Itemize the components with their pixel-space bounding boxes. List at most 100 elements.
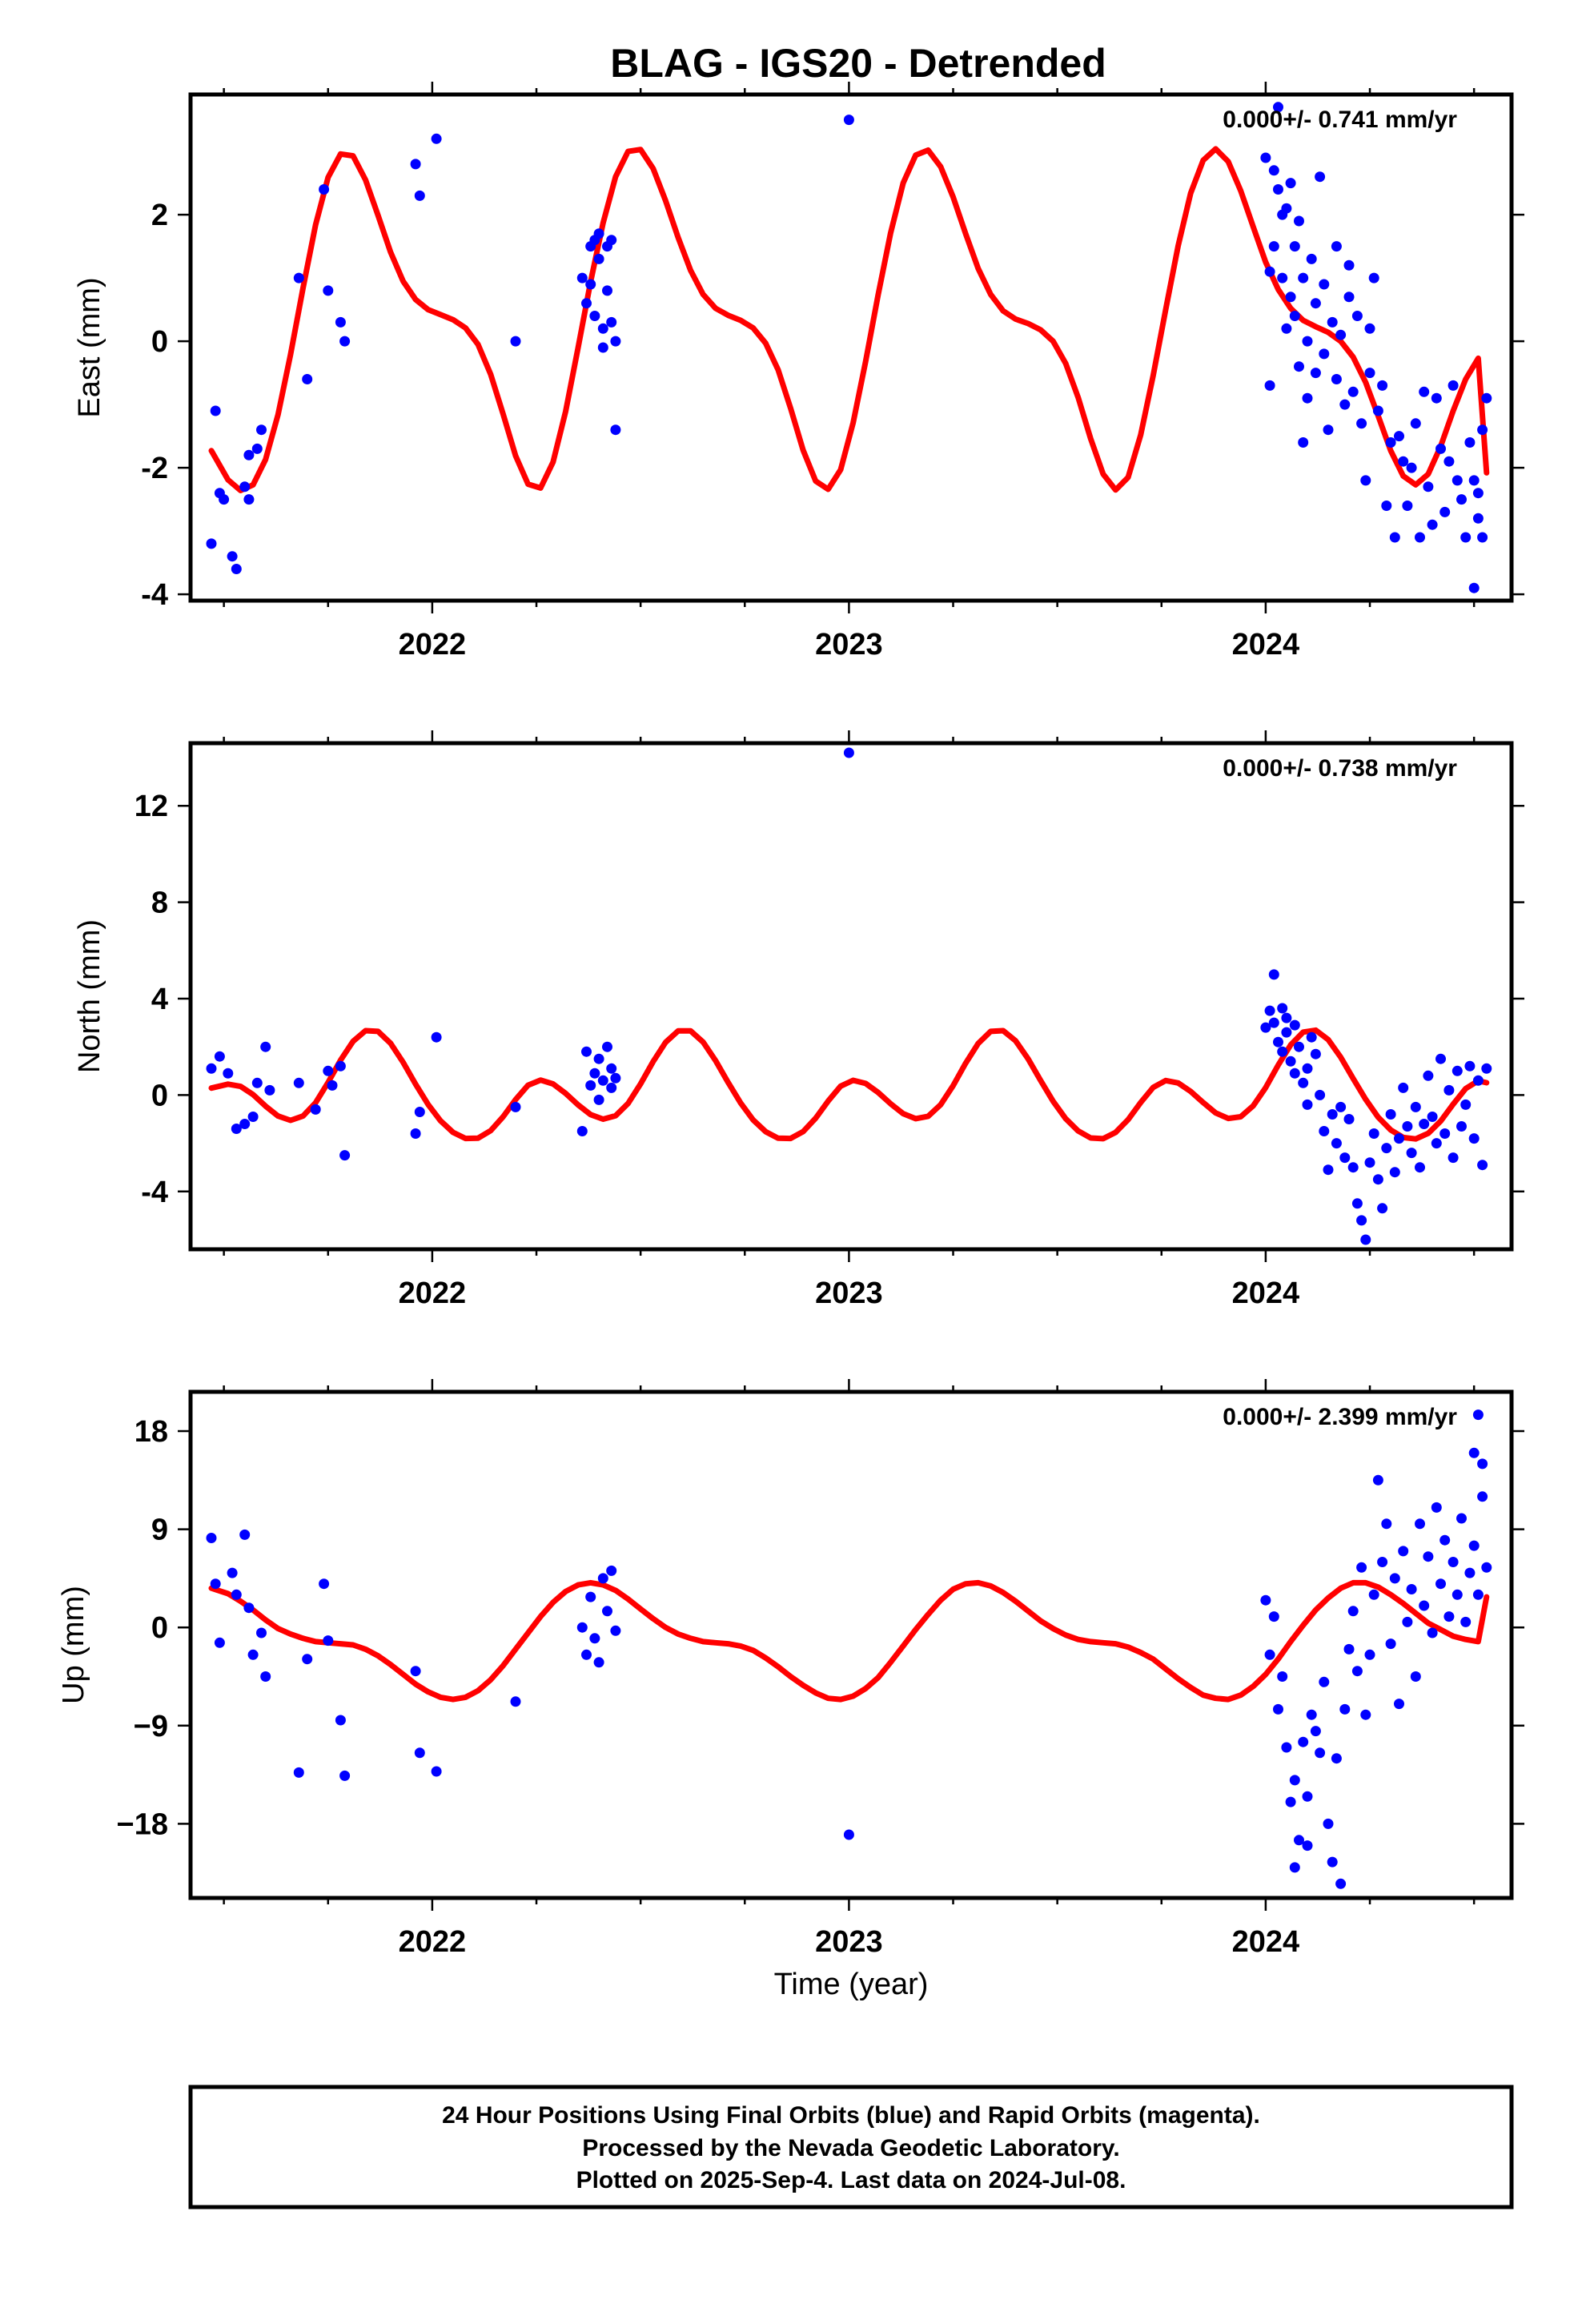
up-data-point [247, 1649, 259, 1660]
east-model-line [208, 146, 1490, 493]
east-data-point [1273, 184, 1283, 195]
east-data-point [1294, 361, 1304, 372]
up-data-point [1394, 1699, 1404, 1710]
north-data-point [1331, 1138, 1342, 1149]
east-data-point [1347, 386, 1359, 397]
east-data-point [227, 551, 238, 562]
east-data-point [1289, 241, 1300, 252]
east-data-point [1323, 424, 1334, 436]
up-data-point [243, 1602, 255, 1614]
north-data-point [510, 1101, 521, 1112]
north-data-point [1310, 1048, 1321, 1059]
north-data-point [231, 1124, 242, 1134]
up-data-point [210, 1578, 221, 1590]
east-data-point [1431, 392, 1442, 404]
north-data-point [410, 1128, 421, 1139]
east-data-point [1319, 279, 1330, 290]
east-data-point [323, 285, 334, 296]
north-rate-label: 0.000+/- 0.738 mm/yr [1223, 755, 1457, 782]
up-data-point [1310, 1726, 1321, 1737]
north-data-point [1289, 1019, 1300, 1031]
east-data-point [1260, 152, 1271, 163]
east-data-point [1452, 475, 1463, 486]
north-data-point [1302, 1063, 1313, 1074]
up-data-point [1281, 1742, 1292, 1753]
up-data-point [1302, 1791, 1313, 1802]
east-data-point [1264, 266, 1275, 277]
up-model-fit [208, 1579, 1490, 1703]
north-data-point [339, 1150, 351, 1161]
up-data-point [1289, 1775, 1300, 1786]
east-data-point [1319, 348, 1330, 360]
north-data-point [1277, 1046, 1288, 1057]
east-data-point [1298, 437, 1309, 448]
north-data-point [1398, 1082, 1409, 1093]
up-data-point [1389, 1573, 1400, 1584]
east-data-point [293, 272, 304, 283]
east-rate-label: 0.000+/- 0.741 mm/yr [1223, 107, 1457, 133]
north-data-point [1306, 1031, 1317, 1043]
up-data-point [1323, 1818, 1334, 1829]
east-y-tick-label: 0 [151, 325, 168, 359]
east-data-point [1331, 374, 1342, 384]
north-data-point [1443, 1084, 1455, 1096]
up-data-point [1335, 1878, 1347, 1889]
north-data-point [1260, 1022, 1271, 1033]
north-data-point [581, 1046, 592, 1057]
east-panel: 2022 2023 2024-4-202 0.000+/- 0.741 mm/yr … [73, 82, 1524, 661]
up-data-point [214, 1637, 225, 1648]
up-data-point [256, 1627, 267, 1638]
east-data-point [1310, 368, 1321, 379]
east-data-point [1427, 519, 1438, 530]
north-x-tick-label: 2022 [399, 1277, 467, 1310]
north-data-point [1281, 1027, 1292, 1038]
east-data-point [1277, 272, 1288, 283]
up-y-tick-label: 18 [135, 1415, 168, 1449]
east-data-points [206, 102, 1492, 593]
east-data-point [1327, 316, 1338, 328]
east-data-point [1339, 399, 1351, 410]
up-data-point [1364, 1649, 1375, 1660]
east-data-point [1447, 380, 1459, 391]
north-data-point [1360, 1234, 1371, 1245]
north-data-point [1464, 1060, 1476, 1072]
up-data-point [231, 1589, 242, 1600]
up-data-point [1327, 1856, 1338, 1868]
up-data-point [1289, 1862, 1300, 1873]
up-y-tick-label: −18 [117, 1807, 168, 1841]
up-data-point [1452, 1589, 1463, 1600]
east-data-point [1468, 582, 1480, 593]
up-data-point [1381, 1518, 1392, 1530]
up-data-point [602, 1606, 612, 1617]
up-data-point [1339, 1703, 1351, 1715]
east-data-point [581, 298, 592, 309]
north-y-tick-label: 12 [135, 790, 168, 823]
north-data-point [1347, 1162, 1359, 1173]
east-data-point [243, 449, 255, 460]
east-data-point [1315, 171, 1326, 183]
east-data-point [1364, 323, 1375, 334]
east-data-point [1443, 456, 1455, 467]
north-data-point [1394, 1133, 1404, 1144]
east-data-point [585, 279, 596, 290]
up-data-point [431, 1766, 442, 1777]
north-data-point [239, 1119, 251, 1129]
north-data-point [593, 1094, 604, 1105]
up-y-tick-label: 0 [151, 1611, 168, 1645]
up-data-point [227, 1567, 238, 1578]
east-x-tick-label: 2024 [1232, 628, 1300, 661]
east-data-point [1268, 165, 1279, 176]
east-data-point [610, 424, 621, 436]
up-data-point [339, 1770, 351, 1781]
north-data-point [1319, 1126, 1330, 1136]
up-y-tick-label: 9 [151, 1514, 168, 1547]
north-data-point [606, 1082, 617, 1093]
up-data-point [410, 1666, 421, 1677]
east-data-point [1298, 272, 1309, 283]
up-data-point [1268, 1611, 1279, 1622]
up-data-point [206, 1533, 217, 1543]
east-data-point [1331, 241, 1342, 252]
north-data-point [1281, 1012, 1292, 1023]
north-data-point [1406, 1148, 1417, 1159]
up-data-point [260, 1671, 271, 1682]
